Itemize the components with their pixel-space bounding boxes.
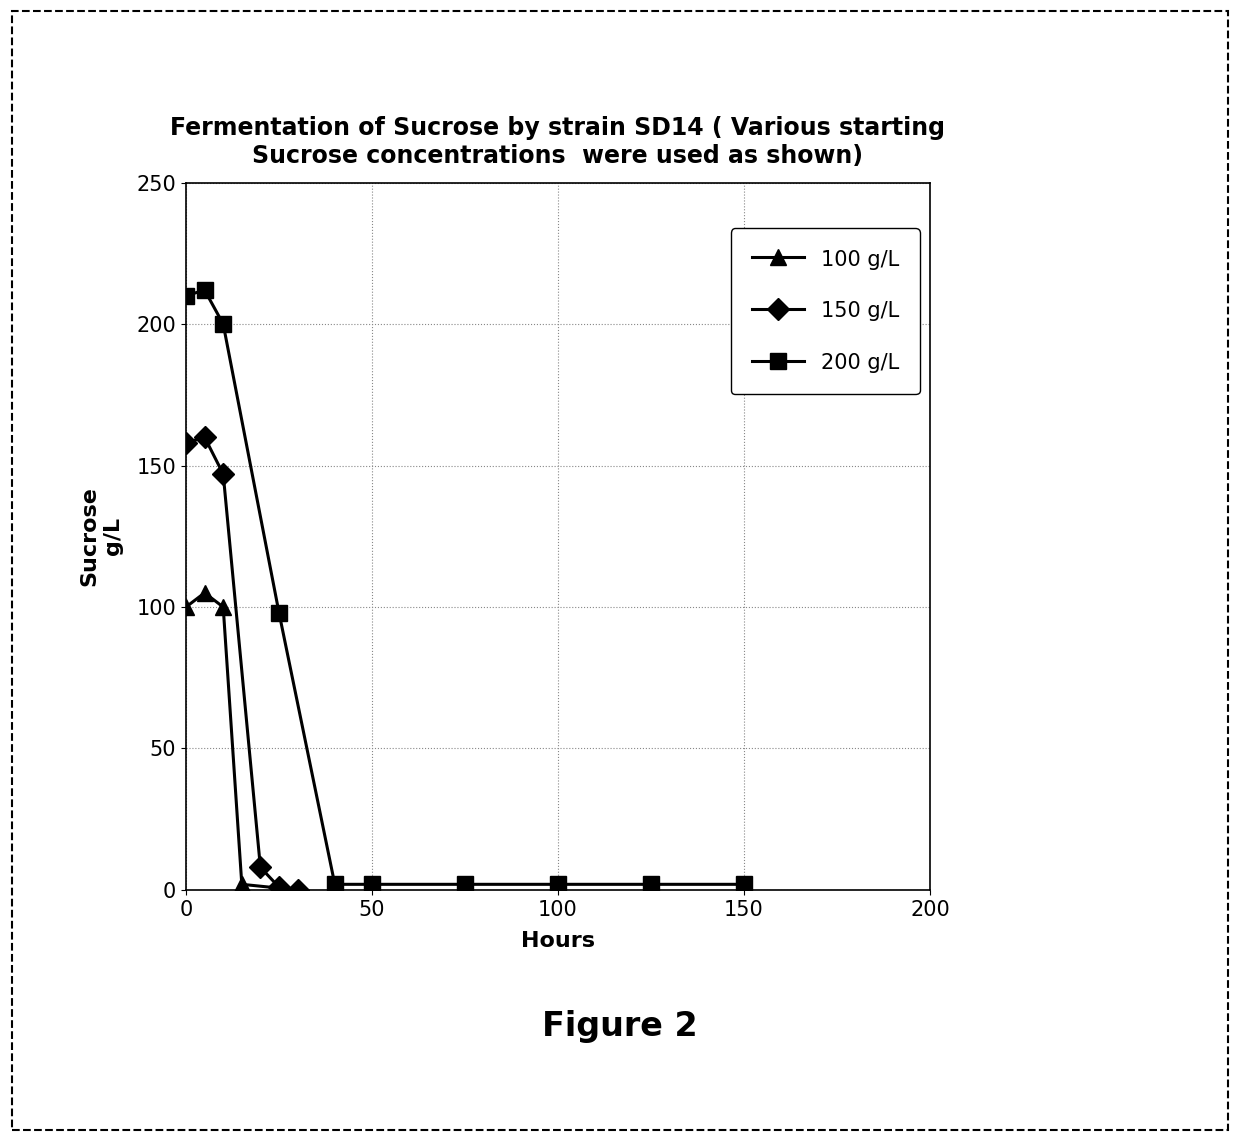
200 g/L bbox=[365, 877, 379, 891]
200 g/L bbox=[197, 283, 212, 297]
Text: Figure 2: Figure 2 bbox=[542, 1011, 698, 1043]
200 g/L bbox=[551, 877, 565, 891]
200 g/L bbox=[644, 877, 658, 891]
Legend: 100 g/L, 150 g/L, 200 g/L: 100 g/L, 150 g/L, 200 g/L bbox=[730, 228, 920, 394]
Y-axis label: Sucrose
g/L: Sucrose g/L bbox=[79, 486, 123, 586]
X-axis label: Hours: Hours bbox=[521, 931, 595, 950]
150 g/L bbox=[179, 436, 193, 450]
Title: Fermentation of Sucrose by strain SD14 ( Various starting
Sucrose concentrations: Fermentation of Sucrose by strain SD14 (… bbox=[171, 116, 945, 168]
100 g/L bbox=[234, 877, 249, 891]
Line: 200 g/L: 200 g/L bbox=[179, 283, 751, 892]
Line: 150 g/L: 150 g/L bbox=[179, 430, 305, 898]
200 g/L bbox=[179, 289, 193, 302]
100 g/L bbox=[197, 586, 212, 600]
Line: 100 g/L: 100 g/L bbox=[179, 585, 305, 898]
150 g/L bbox=[290, 883, 305, 897]
150 g/L bbox=[253, 860, 268, 874]
150 g/L bbox=[197, 430, 212, 444]
150 g/L bbox=[272, 881, 286, 895]
100 g/L bbox=[179, 600, 193, 614]
200 g/L bbox=[458, 877, 472, 891]
200 g/L bbox=[327, 877, 342, 891]
200 g/L bbox=[737, 877, 751, 891]
200 g/L bbox=[272, 606, 286, 620]
150 g/L bbox=[216, 467, 231, 480]
200 g/L bbox=[216, 317, 231, 331]
100 g/L bbox=[290, 883, 305, 897]
100 g/L bbox=[216, 600, 231, 614]
